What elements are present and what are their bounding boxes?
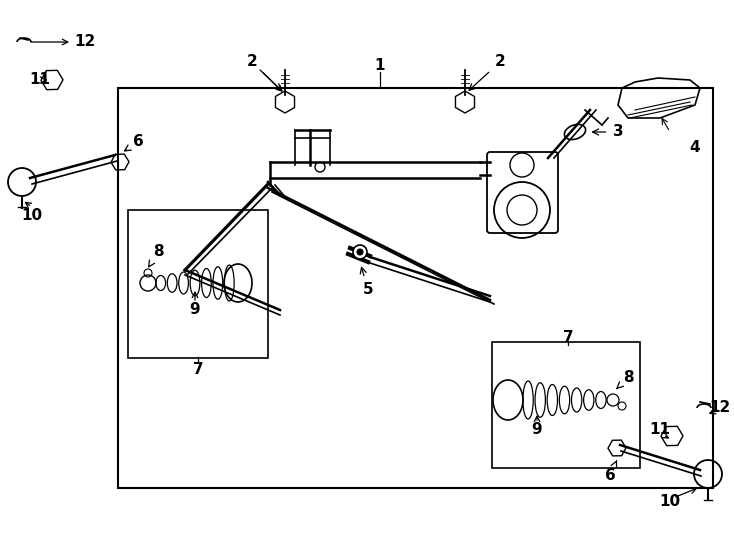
Text: 5: 5: [360, 267, 374, 298]
Text: 10: 10: [21, 207, 43, 222]
Text: 8: 8: [149, 245, 163, 267]
Text: 9: 9: [531, 422, 542, 437]
Text: 9: 9: [189, 302, 200, 318]
Circle shape: [353, 245, 367, 259]
Text: 7: 7: [563, 330, 573, 346]
Text: 7: 7: [193, 362, 203, 377]
Text: 11: 11: [29, 72, 51, 87]
FancyBboxPatch shape: [487, 152, 558, 233]
Text: 8: 8: [617, 370, 633, 389]
Text: 12: 12: [709, 401, 730, 415]
Bar: [492, 342, 640, 468]
Bar: [118, 88, 713, 488]
Text: 10: 10: [659, 495, 680, 510]
Text: 2: 2: [469, 55, 506, 90]
Text: 6: 6: [125, 134, 143, 151]
Bar: [128, 210, 268, 358]
Text: 3: 3: [592, 125, 623, 139]
Circle shape: [357, 249, 363, 255]
Text: 12: 12: [74, 35, 95, 50]
Text: 6: 6: [605, 461, 617, 483]
Polygon shape: [618, 78, 700, 118]
Text: 11: 11: [650, 422, 670, 437]
Text: 1: 1: [375, 57, 385, 72]
Text: 4: 4: [690, 140, 700, 156]
Text: 2: 2: [247, 55, 281, 90]
